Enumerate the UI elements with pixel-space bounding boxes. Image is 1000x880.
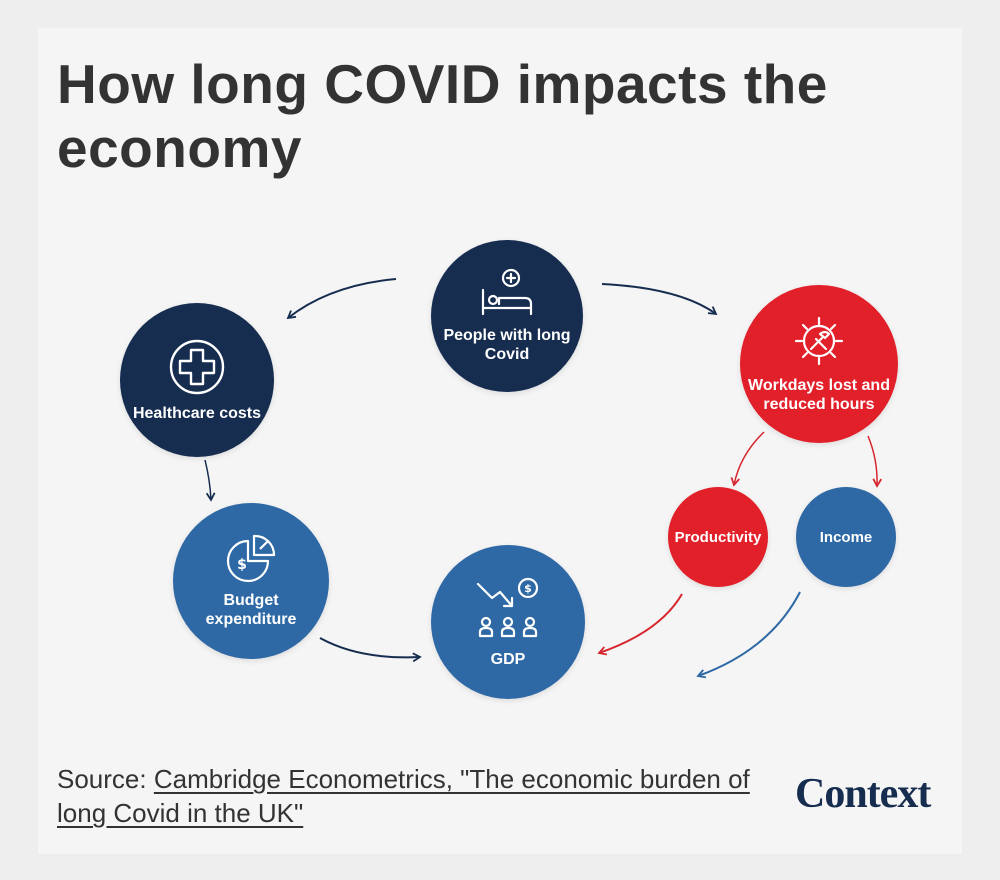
svg-text:$: $: [237, 557, 247, 573]
node-productivity-label: Productivity: [674, 528, 762, 546]
node-gdp: $ GDP: [431, 545, 585, 699]
node-people-label: People with long Covid: [443, 327, 571, 363]
node-budget-expenditure: $ Budget expenditure: [173, 503, 329, 659]
node-productivity: Productivity: [668, 487, 768, 587]
gear-tools-icon: [794, 316, 844, 366]
node-gdp-label: GDP: [490, 650, 526, 668]
node-budget-label: Budget expenditure: [205, 592, 297, 628]
source-prefix: Source:: [57, 764, 154, 794]
context-logo: Context: [795, 771, 931, 817]
svg-text:$: $: [524, 582, 532, 595]
node-workdays-lost: Workdays lost and reduced hours: [740, 285, 898, 443]
node-income: Income: [796, 487, 896, 587]
node-workdays-label: Workdays lost and reduced hours: [748, 377, 890, 413]
node-healthcare-costs: Healthcare costs: [120, 303, 274, 457]
node-people-with-long-covid: People with long Covid: [431, 240, 583, 392]
budget-pie-chart-icon: $: [226, 534, 276, 583]
source-note: Source: Cambridge Econometrics, "The eco…: [57, 762, 757, 830]
medical-cross-icon: [169, 339, 225, 394]
source-link[interactable]: Cambridge Econometrics, "The economic bu…: [57, 764, 750, 828]
page-title: How long COVID impacts the economy: [57, 53, 828, 179]
gdp-decline-people-icon: $: [476, 577, 539, 637]
node-income-label: Income: [819, 528, 873, 546]
bed-medical-icon: [481, 268, 533, 316]
node-healthcare-label: Healthcare costs: [132, 404, 262, 422]
